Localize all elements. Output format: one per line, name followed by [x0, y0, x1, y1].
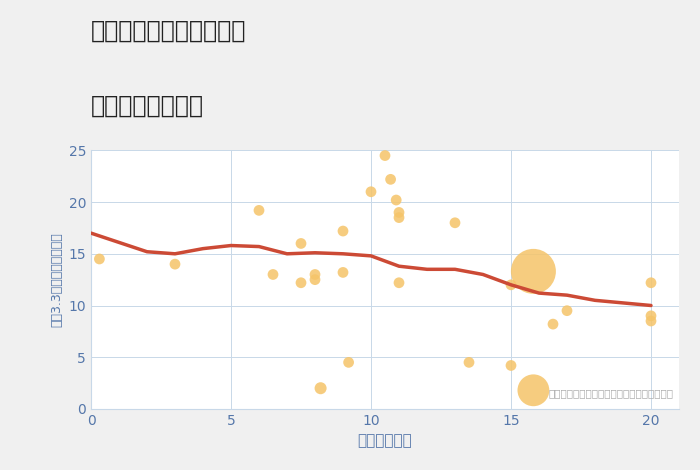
X-axis label: 駅距離（分）: 駅距離（分）	[358, 433, 412, 448]
Point	[295, 240, 307, 247]
Point	[379, 152, 391, 159]
Point	[309, 276, 321, 283]
Point	[463, 359, 475, 366]
Text: 埼玉県秩父市滝の上町の: 埼玉県秩父市滝の上町の	[91, 19, 246, 43]
Point	[547, 321, 559, 328]
Point	[393, 214, 405, 221]
Point	[253, 207, 265, 214]
Point	[94, 255, 105, 263]
Point	[315, 384, 326, 392]
Point	[385, 176, 396, 183]
Text: 円の大きさは、取引のあった物件面積を示す: 円の大きさは、取引のあった物件面積を示す	[548, 389, 673, 399]
Point	[505, 362, 517, 369]
Point	[337, 227, 349, 235]
Point	[309, 271, 321, 278]
Point	[645, 279, 657, 287]
Point	[365, 188, 377, 196]
Point	[295, 279, 307, 287]
Point	[505, 281, 517, 289]
Text: 駅距離別土地価格: 駅距離別土地価格	[91, 94, 204, 118]
Point	[169, 260, 181, 268]
Point	[645, 312, 657, 320]
Point	[343, 359, 354, 366]
Point	[449, 219, 461, 227]
Point	[337, 269, 349, 276]
Point	[528, 386, 539, 394]
Point	[561, 307, 573, 314]
Point	[267, 271, 279, 278]
Point	[391, 196, 402, 204]
Point	[645, 317, 657, 325]
Point	[393, 279, 405, 287]
Point	[528, 267, 539, 275]
Y-axis label: 平（3.3㎡）単価（万円）: 平（3.3㎡）単価（万円）	[50, 232, 63, 327]
Point	[393, 209, 405, 216]
